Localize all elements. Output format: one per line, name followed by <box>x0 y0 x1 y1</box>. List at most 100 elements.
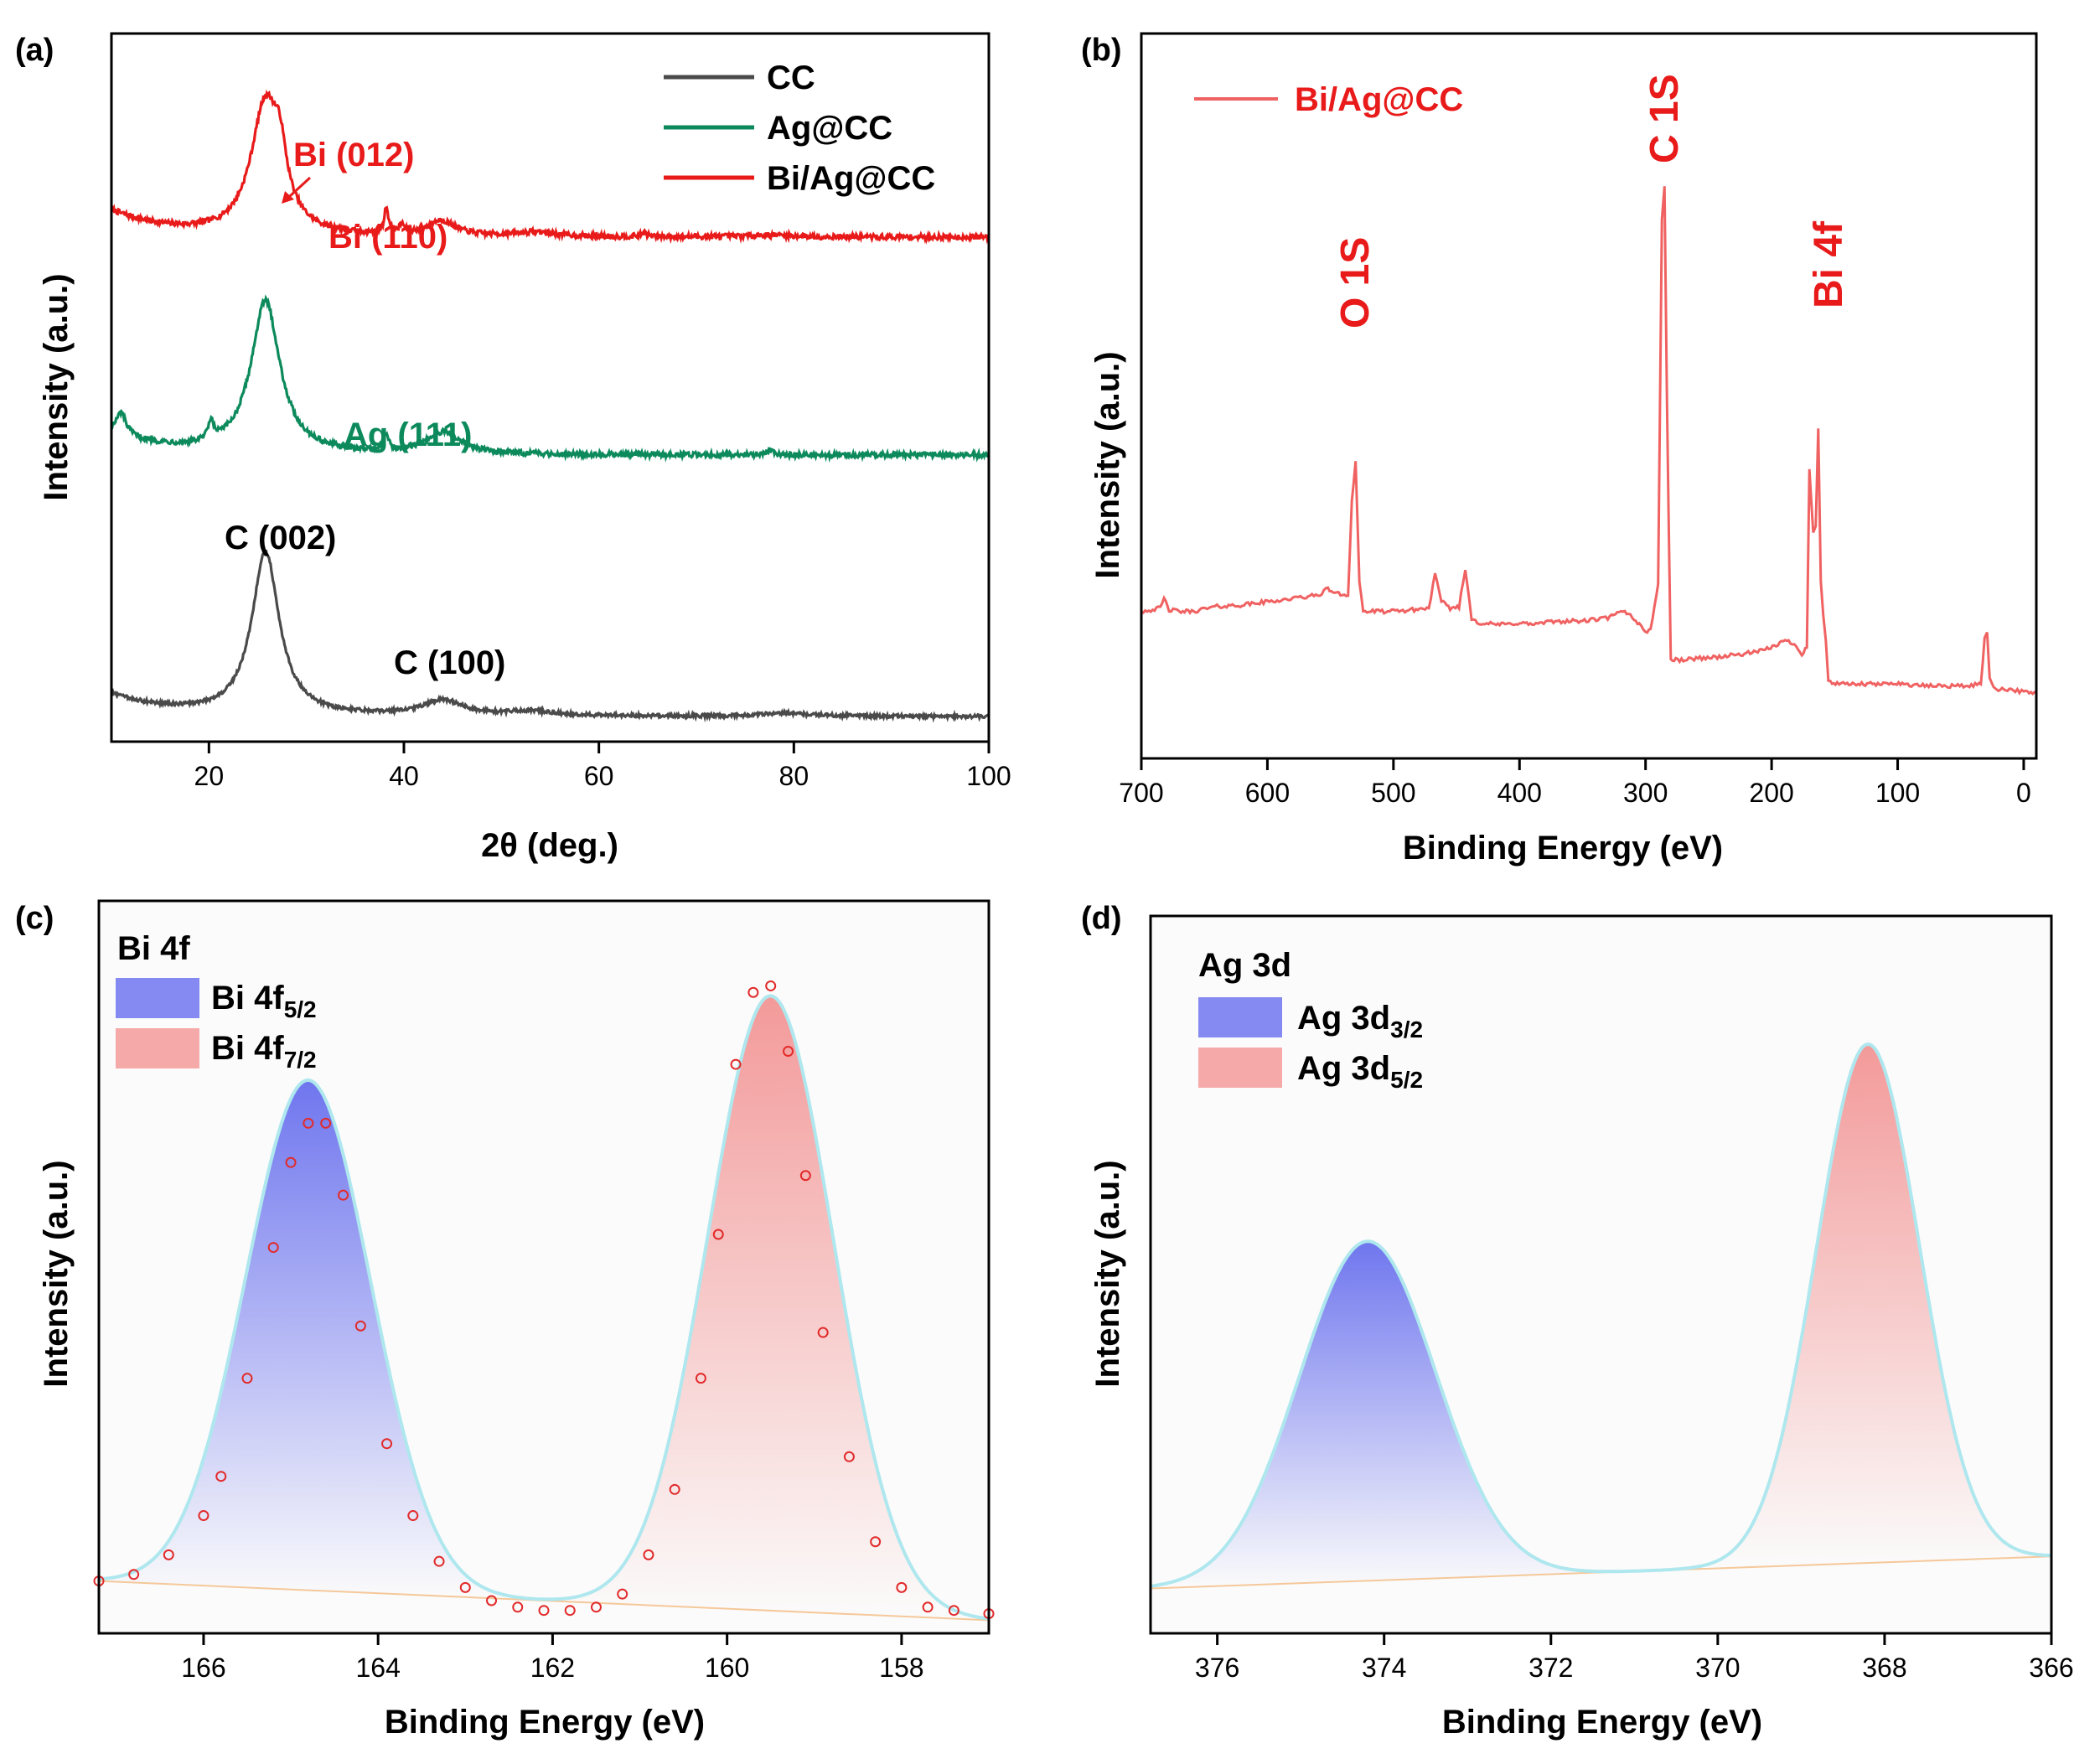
legend-label-ag3d52: Ag 3d5/2 <box>1297 1050 1423 1093</box>
panel-c-xtick-label-160: 160 <box>705 1653 749 1683</box>
panel-c-peak-area-bi-4f5-2 <box>107 1079 509 1600</box>
panel-c: (c) 166 164 162 160 158 Binding Energy (eV) … <box>15 899 995 1741</box>
legend-swatch-bi4f72 <box>116 1028 199 1068</box>
panel-b-xtick-label-100: 100 <box>1875 778 1920 808</box>
panel-d-xtick-label-374: 374 <box>1362 1653 1406 1683</box>
panel-d-xtick-label-376: 376 <box>1195 1653 1239 1683</box>
panel-c-raw-point <box>354 1320 366 1332</box>
annotation-arrowhead-bi-012 <box>282 191 294 204</box>
legend-label-cc: CC <box>767 59 815 96</box>
panel-c-envelope-fit <box>98 994 990 1621</box>
panel-c-raw-point <box>617 1588 628 1600</box>
series-line-bi-ag-cc <box>110 89 991 245</box>
panel-a-xtick-label-100: 100 <box>966 761 1011 791</box>
panel-c-raw-point <box>267 1242 279 1254</box>
panel-c-peak-area-bi-4f7-2 <box>569 996 972 1620</box>
series-line-cc <box>111 549 990 723</box>
panel-b-xtick-label-400: 400 <box>1497 778 1542 808</box>
annotation-c-100: C (100) <box>394 644 505 681</box>
panel-a-xtick-label-40: 40 <box>389 761 419 791</box>
panel-c-raw-point <box>512 1601 524 1613</box>
panel-c-raw-point <box>163 1549 174 1560</box>
panel-label-c: (c) <box>15 901 54 936</box>
panel-c-raw-point <box>407 1510 419 1522</box>
panel-a: (a) 20 40 60 80 100 2θ (deg.) Intensity (a.u… <box>15 32 1011 864</box>
panel-a-xtick-label-80: 80 <box>779 761 809 791</box>
panel-b-series <box>1141 186 2037 696</box>
panel-c-series <box>93 901 995 1633</box>
panel-a-xticks: 20 40 60 80 100 <box>194 742 1011 791</box>
panel-a-legend: CC Ag@CC Bi/Ag@CC <box>664 59 935 197</box>
panel-b-xtick-label-0: 0 <box>2016 778 2031 808</box>
panel-b-axes-frame <box>1140 32 2038 760</box>
panel-c-raw-point <box>564 1605 576 1617</box>
panel-b-ylabel: Intensity (a.u.) <box>1089 351 1126 578</box>
panel-c-title: Bi 4f <box>117 930 190 967</box>
panel-b-xtick-label-600: 600 <box>1245 778 1290 808</box>
panel-c-xtick-label-162: 162 <box>530 1653 575 1683</box>
panel-label-d: (d) <box>1081 901 1122 936</box>
panel-b-xticks: 700 600 500 400 300 200 100 0 <box>1119 758 2031 808</box>
annotation-bi-012: Bi (012) <box>293 137 415 173</box>
panel-d-title: Ag 3d <box>1198 947 1291 984</box>
panel-d-xtick-label-368: 368 <box>1862 1653 1906 1683</box>
panel-c-raw-point <box>695 1373 706 1384</box>
panel-c-raw-point <box>486 1595 498 1606</box>
panel-c-raw-point <box>922 1601 934 1613</box>
panel-d-xtick-label-370: 370 <box>1695 1653 1740 1683</box>
panel-b-xtick-label-200: 200 <box>1749 778 1793 808</box>
annotation-o1s: O 1S <box>1333 237 1378 329</box>
panel-d-xtick-label-372: 372 <box>1528 1653 1573 1683</box>
panel-b-xtick-label-300: 300 <box>1623 778 1668 808</box>
panel-b-xtick-label-700: 700 <box>1119 778 1163 808</box>
panel-c-raw-point <box>712 1229 724 1240</box>
panel-c-raw-point <box>765 980 777 991</box>
panel-c-raw-point <box>338 1189 349 1201</box>
panel-c-raw-point <box>843 1451 855 1462</box>
panel-c-xtick-label-166: 166 <box>181 1653 225 1683</box>
annotation-bi-110: Bi (110) <box>328 219 447 256</box>
legend-swatch-ag3d52 <box>1198 1048 1282 1088</box>
panel-label-b: (b) <box>1081 33 1122 68</box>
panel-c-raw-point <box>285 1156 297 1168</box>
legend-label-ag3d32: Ag 3d3/2 <box>1297 1000 1423 1042</box>
panel-c-raw-point <box>896 1581 908 1593</box>
panel-label-a: (a) <box>15 33 54 68</box>
panel-b-xlabel: Binding Energy (eV) <box>1403 830 1723 867</box>
panel-d-xlabel: Binding Energy (eV) <box>1442 1704 1762 1741</box>
panel-d-peak-area-ag-3d5-2 <box>1702 1044 2034 1570</box>
annotation-c-002: C (002) <box>225 520 336 556</box>
panel-d-peak-area-ag-3d3-2 <box>1148 1241 1586 1589</box>
panel-d: (d) 376 374 372 370 368 366 Binding Energy (e… <box>1081 901 2074 1741</box>
panel-c-raw-point <box>198 1510 209 1522</box>
panel-c-ylabel: Intensity (a.u.) <box>38 1160 75 1387</box>
panel-c-raw-point <box>799 1170 811 1182</box>
panel-c-xtick-label-164: 164 <box>355 1653 400 1683</box>
panel-c-raw-point <box>817 1327 829 1338</box>
legend-label-biagcc-b: Bi/Ag@CC <box>1295 81 1463 118</box>
panel-c-axes-frame <box>97 899 991 1635</box>
panel-c-raw-point <box>783 1045 794 1057</box>
panel-c-raw-point <box>590 1601 602 1613</box>
panel-c-raw-point <box>538 1605 550 1617</box>
panel-d-axes-frame <box>1149 914 2053 1635</box>
legend-label-agcc: Ag@CC <box>767 110 892 147</box>
panel-c-raw-point <box>241 1373 253 1384</box>
panel-c-raw-point <box>459 1581 471 1593</box>
panel-c-raw-point <box>747 986 759 998</box>
legend-swatch-ag3d32 <box>1198 997 1282 1037</box>
panel-d-xticks: 376 374 372 370 368 366 <box>1195 1633 2074 1683</box>
legend-swatch-bi4f52 <box>116 978 199 1018</box>
panel-a-xtick-label-20: 20 <box>194 761 225 791</box>
panel-d-envelope-fit <box>1150 1042 2052 1588</box>
panel-c-raw-point <box>128 1569 140 1581</box>
panel-c-raw-point <box>948 1605 959 1617</box>
panel-c-raw-point <box>433 1555 445 1567</box>
panel-d-series <box>1148 916 2052 1633</box>
panel-c-xlabel: Binding Energy (eV) <box>385 1704 705 1741</box>
series-line-biagcc-survey <box>1141 186 2037 696</box>
panel-a-xtick-label-60: 60 <box>584 761 614 791</box>
panel-c-raw-point <box>643 1549 654 1560</box>
panel-b: (b) 700 600 500 400 300 200 100 0 Binding Energ… <box>1081 32 2038 867</box>
